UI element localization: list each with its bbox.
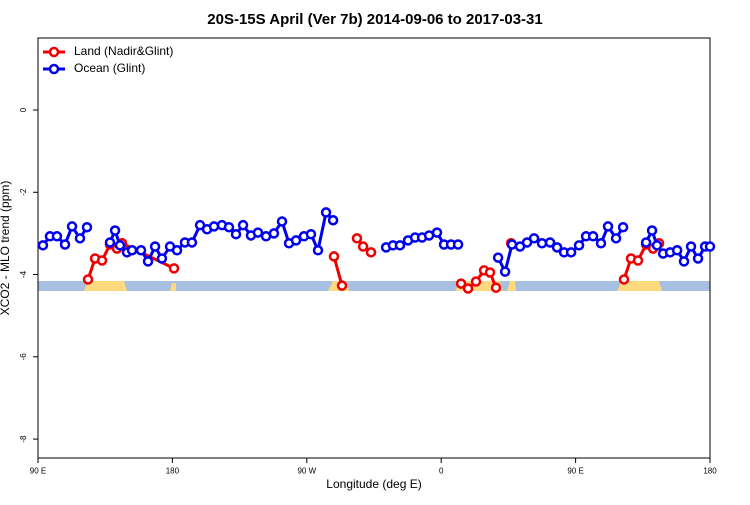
land-patch — [170, 283, 176, 291]
legend-label: Land (Nadir&Glint) — [74, 44, 173, 58]
y-tick-label: -6 — [19, 353, 28, 361]
data-point — [602, 221, 614, 232]
data-point — [452, 239, 464, 250]
data-point — [82, 274, 94, 285]
data-point — [431, 227, 443, 238]
data-point — [678, 256, 690, 267]
data-point — [536, 238, 548, 249]
data-point — [252, 227, 264, 238]
data-point — [320, 207, 332, 218]
data-point — [365, 247, 377, 258]
data-point — [595, 238, 607, 249]
data-point — [237, 219, 249, 231]
data-point — [671, 245, 683, 256]
data-point — [135, 245, 147, 256]
data-point — [149, 241, 161, 252]
data-point — [587, 231, 599, 242]
data-point — [305, 228, 317, 240]
data-point — [81, 221, 93, 233]
data-point — [327, 214, 339, 226]
x-tick-label: 90 W — [297, 467, 316, 476]
chart-title: 20S-15S April (Ver 7b) 2014-09-06 to 201… — [207, 11, 542, 28]
data-point — [640, 237, 652, 248]
x-axis-label: Longitude (deg E) — [326, 477, 421, 491]
y-tick-label: -2 — [19, 188, 28, 196]
data-point — [114, 240, 126, 251]
data-point — [610, 233, 622, 244]
data-point — [394, 240, 406, 251]
y-tick-label: 0 — [19, 107, 28, 112]
data-point — [632, 255, 644, 266]
data-point — [462, 283, 474, 294]
data-point — [470, 276, 482, 287]
data-point — [51, 231, 63, 242]
data-point — [156, 253, 168, 264]
data-point — [230, 228, 242, 240]
series-line — [41, 209, 710, 276]
data-point — [528, 233, 540, 244]
data-point — [74, 233, 86, 244]
x-tick-label: 180 — [166, 467, 180, 476]
data-point — [617, 221, 629, 233]
land-patch — [84, 281, 127, 291]
data-point — [492, 252, 504, 263]
data-point — [142, 256, 154, 267]
data-point — [171, 245, 183, 256]
y-axis-label: XCO2 - MLO trend (ppm) — [0, 181, 12, 316]
legend-marker — [48, 63, 60, 75]
data-point — [692, 253, 704, 264]
data-point — [96, 255, 108, 266]
data-point — [565, 247, 577, 258]
data-point — [506, 239, 518, 250]
data-point — [455, 278, 467, 289]
data-point — [223, 221, 235, 233]
land-patch — [617, 281, 662, 291]
data-point — [651, 240, 663, 251]
y-tick-label: -8 — [19, 435, 28, 443]
land-patch — [507, 281, 516, 291]
data-point — [573, 240, 585, 251]
data-point — [336, 280, 348, 291]
data-point — [290, 235, 302, 246]
data-point — [357, 241, 369, 252]
data-point — [544, 237, 556, 248]
data-point — [276, 216, 288, 227]
data-point — [618, 274, 630, 285]
data-point — [499, 266, 511, 277]
data-point — [126, 245, 138, 256]
data-point — [208, 221, 220, 232]
data-point — [66, 221, 78, 232]
y-tick-label: -4 — [19, 270, 28, 278]
data-point — [484, 267, 496, 278]
legend-label: Ocean (Glint) — [74, 61, 145, 75]
ocean-band — [38, 281, 710, 291]
x-tick-label: 0 — [439, 467, 444, 476]
data-point — [104, 237, 116, 248]
data-point — [59, 239, 71, 250]
data-point — [268, 228, 280, 239]
data-point — [704, 241, 716, 252]
data-point — [328, 251, 340, 262]
data-point — [490, 282, 502, 293]
x-tick-label: 90 E — [30, 467, 46, 476]
x-tick-label: 180 — [703, 467, 717, 476]
land-mask — [38, 281, 710, 291]
data-point — [351, 233, 363, 244]
data-point — [312, 245, 324, 256]
data-point — [551, 242, 563, 253]
legend-marker — [48, 46, 60, 58]
data-point — [186, 237, 198, 248]
data-point — [168, 263, 180, 274]
x-tick-label: 90 E — [567, 467, 583, 476]
data-point — [646, 225, 658, 236]
data-point — [685, 241, 697, 252]
data-point — [37, 240, 49, 251]
data-point — [109, 225, 121, 236]
